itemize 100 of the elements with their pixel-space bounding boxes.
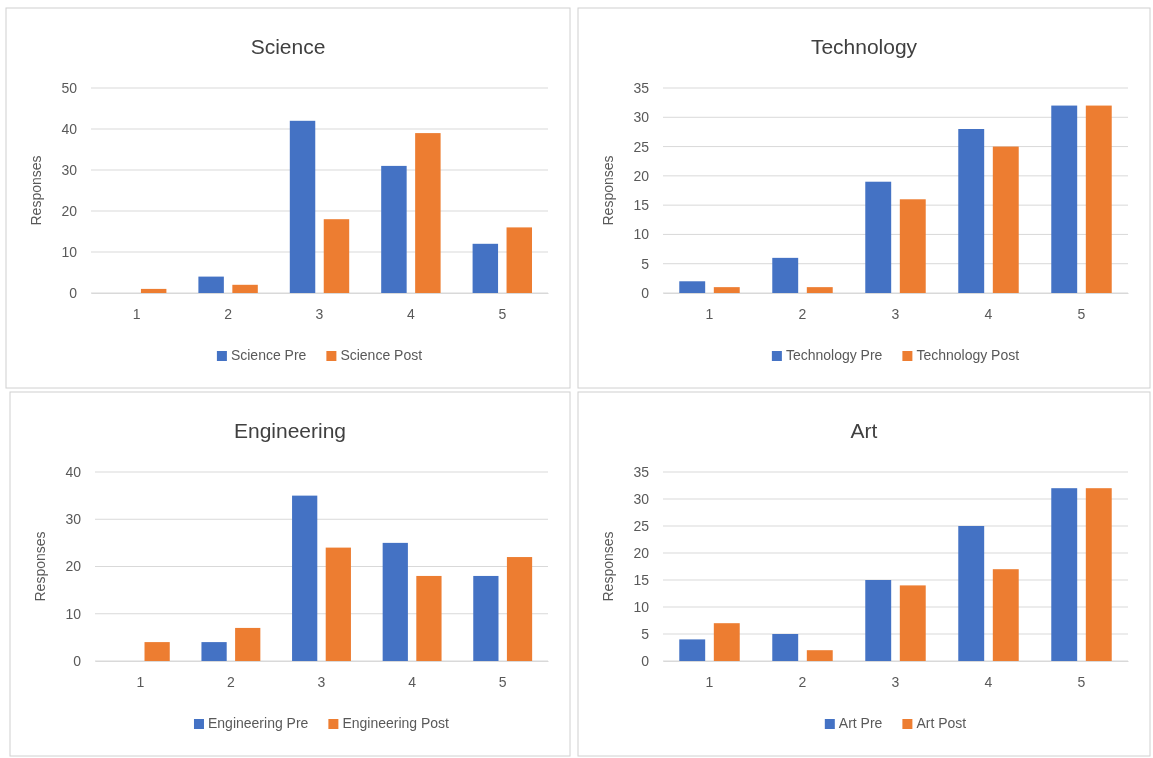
y-tick-label: 10 [61, 243, 78, 260]
x-tick-label: 3 [317, 673, 326, 690]
x-tick-label: 3 [891, 305, 900, 322]
legend-label: Technology Pre [785, 347, 883, 363]
y-axis-title: Responses [28, 155, 44, 226]
x-tick-label: 1 [136, 673, 145, 690]
bar [144, 642, 170, 661]
bar [1085, 105, 1112, 293]
x-tick-label: 3 [891, 673, 900, 690]
bar [289, 120, 316, 293]
bar [865, 580, 892, 661]
legend-label: Science Pre [230, 347, 307, 363]
bar [772, 634, 799, 661]
bar [865, 181, 892, 293]
legend-label: Engineering Pre [207, 715, 309, 731]
bar [992, 146, 1019, 293]
y-tick-label: 10 [65, 605, 82, 622]
bar [201, 642, 227, 661]
bar [416, 575, 442, 661]
bar [679, 281, 706, 293]
x-tick-label: 5 [498, 673, 507, 690]
x-tick-label: 4 [408, 673, 417, 690]
y-tick-label: 15 [633, 571, 650, 588]
bar [506, 227, 533, 293]
x-tick-label: 1 [132, 305, 141, 322]
bar [232, 284, 258, 293]
x-tick-label: 3 [315, 305, 324, 322]
y-tick-label: 30 [633, 109, 650, 126]
legend-label: Engineering Post [342, 715, 450, 731]
bar [1051, 488, 1078, 661]
chart-title: Engineering [233, 419, 347, 442]
y-tick-label: 0 [69, 284, 78, 301]
x-tick-label: 4 [984, 305, 993, 322]
x-tick-label: 1 [705, 305, 714, 322]
bar [958, 526, 985, 661]
x-tick-label: 2 [798, 673, 807, 690]
y-tick-label: 50 [61, 79, 78, 96]
bar [506, 557, 533, 661]
x-tick-label: 5 [1077, 673, 1086, 690]
legend-label: Science Post [340, 347, 423, 363]
bar [1085, 488, 1112, 661]
y-tick-label: 30 [65, 511, 82, 528]
y-tick-label: 10 [633, 226, 650, 243]
y-tick-label: 25 [633, 517, 650, 534]
y-tick-label: 0 [641, 652, 650, 669]
y-tick-label: 30 [61, 161, 78, 178]
legend-label: Art Post [916, 715, 967, 731]
y-tick-label: 25 [633, 138, 650, 155]
bar [325, 547, 351, 661]
x-tick-label: 5 [1077, 305, 1086, 322]
legend-label: Art Pre [838, 715, 883, 731]
bar [1051, 105, 1078, 293]
y-axis-title: Responses [600, 531, 616, 602]
y-tick-label: 5 [641, 625, 650, 642]
bar [382, 542, 408, 661]
bar [415, 133, 441, 293]
bar [806, 287, 833, 293]
bar [198, 276, 224, 293]
y-tick-label: 0 [641, 284, 650, 301]
x-tick-label: 5 [498, 305, 507, 322]
y-tick-label: 0 [73, 652, 82, 669]
y-tick-label: 40 [61, 120, 78, 137]
bar [140, 288, 167, 293]
bar [772, 257, 799, 293]
legend-label: Technology Post [916, 347, 1020, 363]
y-tick-label: 20 [61, 202, 78, 219]
x-tick-label: 4 [984, 673, 993, 690]
bar [899, 585, 926, 661]
chart-title: Art [850, 419, 878, 442]
bar [899, 199, 926, 293]
chart-title: Technology [810, 35, 918, 58]
bar [472, 243, 499, 293]
y-tick-label: 20 [633, 544, 650, 561]
bar [381, 165, 407, 293]
bar [323, 219, 350, 293]
y-tick-label: 15 [633, 197, 650, 214]
y-tick-label: 35 [633, 79, 650, 96]
y-tick-label: 5 [641, 255, 650, 272]
y-tick-label: 30 [633, 490, 650, 507]
x-tick-label: 2 [224, 305, 233, 322]
bar [473, 575, 499, 661]
bar [958, 129, 985, 293]
chart-title: Science [250, 35, 326, 58]
y-tick-label: 20 [633, 167, 650, 184]
bar [992, 569, 1019, 661]
x-tick-label: 2 [227, 673, 235, 690]
y-tick-label: 20 [65, 558, 82, 575]
x-tick-label: 4 [407, 305, 415, 322]
y-tick-label: 40 [65, 463, 82, 480]
y-tick-label: 35 [633, 463, 650, 480]
bar [806, 650, 833, 661]
y-axis-title: Responses [32, 531, 48, 602]
bar [713, 287, 740, 293]
y-axis-title: Responses [600, 155, 616, 226]
y-tick-label: 10 [633, 598, 650, 615]
bar [713, 623, 740, 661]
x-tick-label: 1 [705, 673, 714, 690]
bar [292, 495, 318, 661]
bar [235, 627, 261, 661]
x-tick-label: 2 [798, 305, 807, 322]
